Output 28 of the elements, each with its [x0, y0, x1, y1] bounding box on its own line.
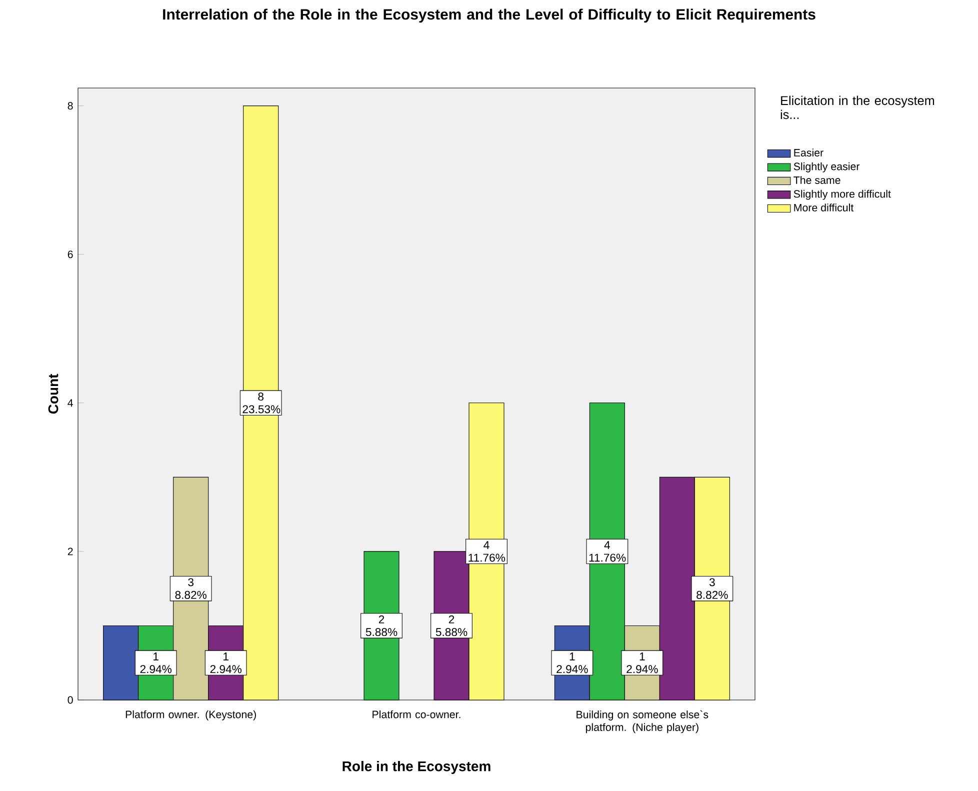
- y-tick-label: 0: [68, 696, 73, 704]
- data-label: 1 2.94%: [556, 652, 588, 674]
- data-label: 3 8.82%: [175, 578, 207, 599]
- x-tick-label: Platform owner. (Keystone): [126, 710, 256, 720]
- data-label: 1 2.94%: [210, 652, 242, 674]
- y-tick-label: 6: [68, 250, 73, 258]
- legend-label: The same: [794, 176, 840, 184]
- data-label: 4 11.76%: [589, 541, 626, 562]
- legend-label: Slightly more difficult: [794, 190, 891, 200]
- data-label: 3 8.82%: [696, 578, 728, 599]
- data-label: 8 23.53%: [242, 392, 280, 414]
- chart-title: Interrelation of the Role in the Ecosystem and the Level of Difficulty to Elicit Requirements: [163, 8, 816, 23]
- data-label: 1 2.94%: [140, 652, 172, 674]
- legend-title: Elicitation in the ecosystem is...: [780, 96, 934, 120]
- legend-label: More difficult: [794, 204, 854, 212]
- data-label: 4 11.76%: [468, 541, 506, 562]
- legend-label: Easier: [794, 148, 824, 156]
- data-label: 2 5.88%: [436, 615, 468, 636]
- x-tick-label: Building on someone else`s platform. (Niche player): [576, 710, 708, 734]
- data-label: 2 5.88%: [366, 615, 398, 636]
- legend-label: Slightly easier: [794, 162, 860, 172]
- x-axis-title: Role in the Ecosystem: [342, 760, 490, 774]
- data-label: 1 2.94%: [626, 652, 658, 674]
- y-tick-label: 4: [68, 399, 73, 407]
- x-tick-label: Platform co-owner.: [372, 710, 460, 718]
- y-axis-title: Count: [48, 374, 58, 414]
- y-tick-label: 8: [68, 102, 73, 110]
- y-tick-label: 2: [68, 548, 73, 556]
